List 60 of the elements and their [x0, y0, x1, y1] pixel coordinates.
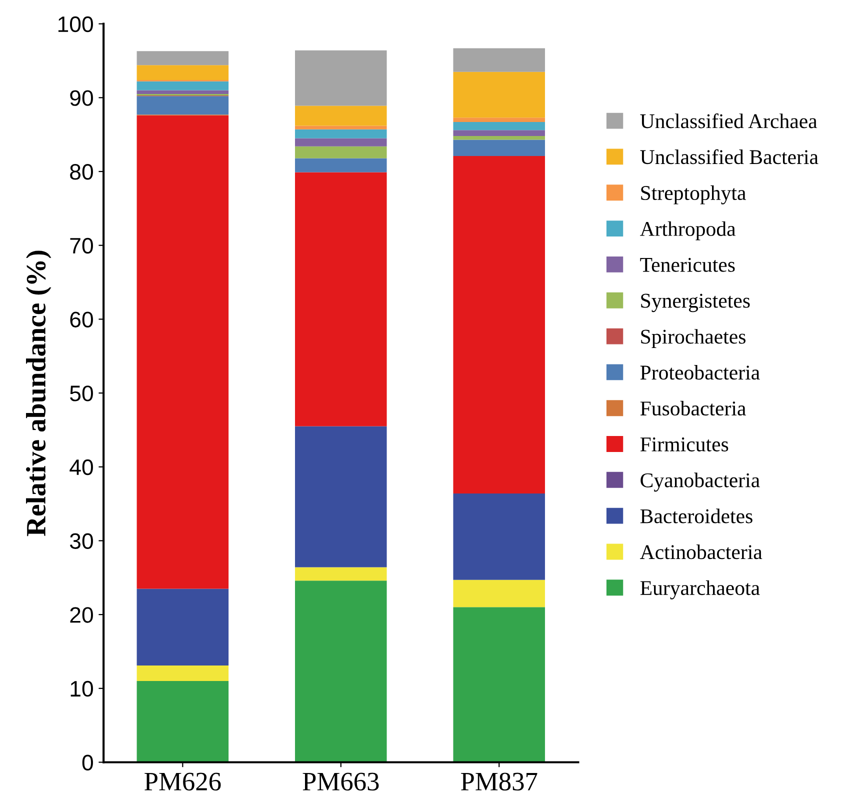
bar: [453, 122, 545, 130]
bar: [295, 580, 387, 762]
legend-label: Unclassified Archaea: [640, 113, 818, 128]
legend-label: Proteobacteria: [640, 364, 760, 380]
bar: [136, 90, 229, 94]
bar: [453, 130, 545, 136]
bar: [136, 588, 229, 666]
legend-label: Firmicutes: [640, 437, 728, 452]
legend-label: Spirochaetes: [641, 329, 746, 348]
y-tick-label: 80: [70, 164, 93, 180]
bar: [295, 126, 387, 130]
y-tick-label: 100: [58, 16, 93, 32]
legend-label: Unclassified Bacteria: [640, 149, 818, 164]
bar: [295, 129, 387, 138]
bar: [453, 493, 545, 580]
y-tick-label: 0: [82, 754, 93, 771]
bar: [453, 140, 545, 156]
bar: [453, 136, 545, 140]
y-tick-label: 90: [70, 90, 93, 106]
bar: [295, 158, 387, 172]
bar: [295, 138, 387, 146]
bar: [295, 50, 387, 106]
x-tick-label: PM663: [302, 772, 379, 791]
legend-label: Tenericutes: [640, 258, 735, 272]
bar: [453, 607, 545, 762]
bar: [136, 81, 229, 90]
bar: [295, 567, 387, 581]
x-tick-label: PM626: [144, 772, 221, 791]
x-tick-label: PM837: [461, 772, 538, 791]
y-tick-label: 40: [70, 459, 93, 476]
bar: [136, 65, 229, 80]
bar: [136, 681, 229, 762]
legend-label: Fusobacteria: [640, 400, 746, 416]
y-tick-label: 20: [70, 607, 93, 623]
bar: [453, 118, 545, 122]
bar: [295, 106, 387, 126]
legend-label: Arthropoda: [640, 221, 736, 240]
bar: [295, 426, 387, 568]
bar: [453, 580, 545, 608]
legend-label: Synergistetes: [641, 294, 750, 312]
bar: [453, 48, 545, 72]
legend-label: Streptophyta: [641, 185, 746, 204]
y-tick-label: 50: [70, 386, 93, 402]
bar: [136, 51, 229, 66]
y-axis-title: Relative abundance (%): [26, 250, 52, 536]
legend-label: Euryarchaeota: [640, 580, 760, 600]
legend-label: Cyanobacteria: [640, 472, 760, 492]
y-tick-label: 10: [70, 680, 93, 697]
legend-label: Bacteroidetes: [640, 508, 752, 524]
bar: [136, 96, 229, 115]
y-tick-label: 60: [70, 312, 93, 328]
y-tick-label: 70: [70, 238, 93, 254]
bar: [453, 72, 545, 118]
bar: [453, 156, 545, 494]
y-tick-label: 30: [70, 533, 93, 549]
bar: [136, 115, 229, 589]
bar: [295, 172, 387, 426]
bar: [295, 146, 387, 158]
legend-label: Actinobacteria: [640, 544, 762, 560]
bar: [136, 666, 229, 682]
